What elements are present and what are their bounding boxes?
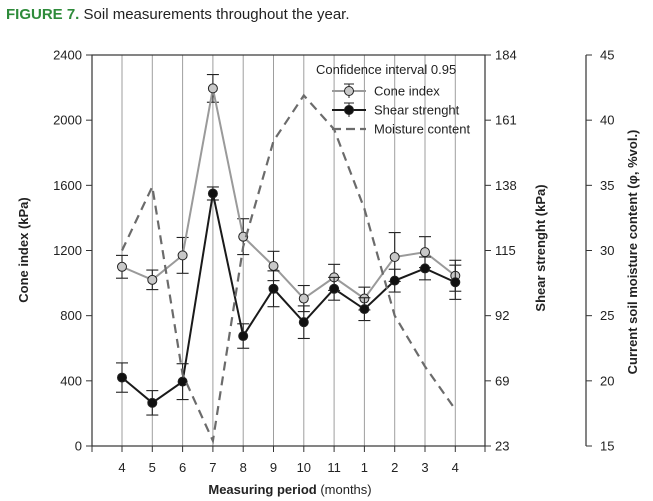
x-tick-label: 11: [327, 460, 341, 475]
shear-strenght-point: [238, 331, 249, 342]
shear-strenght-point: [420, 263, 430, 274]
y-right1-tick-label: 92: [495, 308, 509, 323]
legend-entry: Moisture content: [332, 122, 470, 137]
x-tick-label: 8: [240, 460, 247, 475]
y-right2-tick-label: 15: [600, 439, 614, 454]
legend-label: Shear strenght: [374, 103, 460, 118]
y-right2-tick-label: 40: [600, 113, 614, 128]
y-left-tick-label: 0: [75, 439, 82, 454]
cone-index-point: [147, 274, 158, 285]
cone-index-point: [298, 293, 309, 304]
x-tick-label: 2: [391, 460, 398, 475]
y-right1-tick-label: 161: [495, 113, 517, 128]
cone-index-point: [268, 260, 279, 271]
shear-strenght-point: [298, 317, 309, 328]
y-right2-tick-label: 45: [600, 48, 614, 63]
y-right2-axis-title: Current soil moisture content (φ, %vol.): [625, 130, 640, 375]
legend-entry: Shear strenght: [332, 102, 460, 118]
x-tick-label: 1: [361, 460, 368, 475]
x-axis-title: Measuring period (months): [208, 482, 371, 497]
moisture-content-line: [121, 93, 457, 445]
x-tick-label: 6: [179, 460, 186, 475]
y-right1-axis-title: Shear strenght (kPa): [533, 184, 548, 311]
x-tick-label: 3: [421, 460, 428, 475]
shear-strenght-point: [147, 397, 158, 408]
y-left-tick-label: 2400: [53, 48, 82, 63]
x-tick-label: 4: [118, 460, 125, 475]
shear-strenght-point: [359, 304, 370, 315]
y-left-tick-label: 800: [60, 308, 82, 323]
x-tick-label: 10: [297, 460, 311, 475]
y-right1-tick-label: 23: [495, 439, 509, 454]
y-right1-tick-label: 184: [495, 48, 517, 63]
y-right2-tick-label: 30: [600, 243, 614, 258]
figure-caption: Soil measurements throughout the year.: [83, 6, 350, 23]
shear-strenght-point: [207, 188, 218, 199]
legend-label: Moisture content: [374, 122, 470, 137]
y-right2-tick-label: 35: [600, 178, 614, 193]
x-tick-label: 7: [209, 460, 216, 475]
legend-label: Cone index: [374, 84, 440, 99]
figure-title: FIGURE 7. Soil measurements throughout t…: [6, 6, 350, 23]
legend-swatch-marker: [344, 86, 354, 96]
legend-entry: Cone index: [332, 83, 440, 99]
figure-label: FIGURE 7.: [6, 6, 80, 23]
shear-strenght-point: [117, 372, 127, 383]
cone-index-point: [238, 231, 249, 242]
legend-title: Confidence interval 0.95: [316, 62, 456, 77]
cone-index-point: [177, 250, 188, 261]
shear-strenght-line: [121, 193, 456, 405]
shear-strenght-point: [389, 275, 400, 286]
y-left-tick-label: 1600: [53, 178, 82, 193]
y-right1-tick-label: 115: [495, 243, 516, 258]
legend-swatch-marker: [344, 105, 354, 115]
y-right2-tick-label: 20: [600, 373, 614, 388]
x-tick-label: 9: [270, 460, 277, 475]
shear-strenght-point: [450, 277, 461, 288]
y-right2-tick-label: 25: [600, 308, 614, 323]
cone-index-point: [389, 252, 400, 263]
y-left-tick-label: 2000: [53, 113, 82, 128]
y-left-axis-title: Cone index (kPa): [16, 197, 31, 302]
y-left-tick-label: 400: [60, 373, 82, 388]
legend: Confidence interval 0.95 Cone index Shear …: [316, 62, 470, 137]
y-right1-tick-label: 138: [495, 178, 517, 193]
x-tick-label: 4: [452, 460, 459, 475]
cone-index-line: [121, 88, 456, 300]
y-right1-tick-label: 69: [495, 373, 509, 388]
shear-strenght-point: [268, 283, 279, 294]
cone-index-point: [117, 261, 127, 272]
y-left-tick-label: 1200: [53, 243, 82, 258]
cone-index-point: [207, 83, 218, 94]
shear-strenght-point: [177, 376, 188, 387]
x-tick-label: 5: [149, 460, 156, 475]
series: [116, 74, 462, 445]
cone-index-point: [420, 247, 430, 258]
shear-strenght-point: [329, 283, 340, 294]
